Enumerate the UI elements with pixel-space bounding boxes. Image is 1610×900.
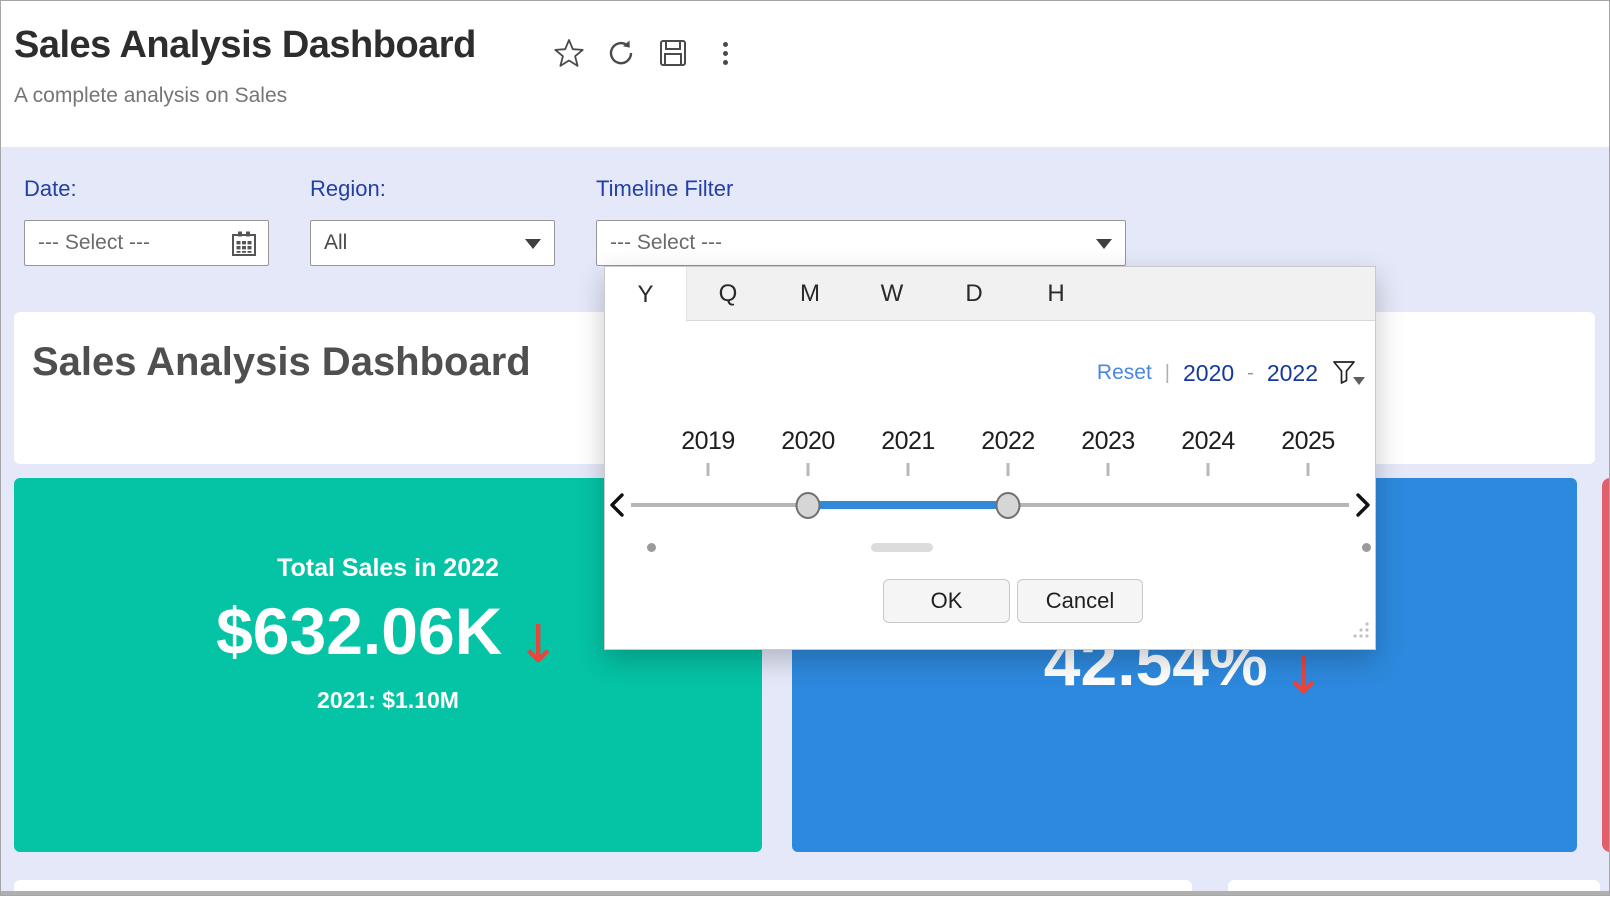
timeline-selected-range-bar[interactable]: [808, 501, 1008, 509]
window-bottom-edge: [0, 891, 1610, 896]
calendar-icon: [229, 229, 259, 264]
axis-tick: [1206, 463, 1210, 476]
year-label: 2022: [981, 427, 1035, 455]
timeline-filter-label: Timeline Filter: [596, 176, 734, 201]
timeline-filter-select[interactable]: --- Select ---: [596, 220, 1126, 266]
cancel-button[interactable]: Cancel: [1017, 579, 1143, 623]
slider-prev-chevron-icon[interactable]: [607, 491, 629, 519]
kpi-title: Total Sales in 2022: [277, 554, 499, 582]
divider: |: [1164, 361, 1170, 384]
tab-month[interactable]: M: [800, 280, 820, 307]
kpi-card-partial-right: [1602, 478, 1610, 852]
region-filter-label: Region:: [310, 176, 386, 201]
year-label: 2023: [1081, 427, 1135, 455]
app-header: Sales Analysis Dashboard A complete anal…: [0, 0, 1610, 147]
granularity-tab-strip: Y Q M W D H: [605, 267, 1375, 322]
mini-scrollbar-thumb[interactable]: [871, 543, 933, 552]
date-filter-label: Date:: [24, 176, 77, 201]
year-label: 2020: [781, 427, 835, 455]
tab-week[interactable]: W: [880, 280, 904, 307]
year-label: 2021: [881, 427, 935, 455]
filter-funnel-icon[interactable]: [1331, 359, 1365, 387]
range-separator: -: [1247, 361, 1254, 384]
date-filter-input[interactable]: --- Select ---: [24, 220, 269, 266]
chevron-down-icon: [1096, 239, 1112, 249]
slider-next-chevron-icon[interactable]: [1351, 491, 1373, 519]
favorite-star-icon[interactable]: [552, 36, 586, 70]
date-filter-value: --- Select ---: [38, 231, 150, 254]
resize-grip[interactable]: [1345, 614, 1371, 645]
bottom-card-right: [1228, 880, 1600, 900]
tab-hour[interactable]: H: [1047, 280, 1065, 307]
axis-tick: [906, 463, 910, 476]
kpi-comparison: 2021: $1.10M: [317, 687, 459, 713]
range-limit-dot-left: [647, 543, 656, 552]
more-options-icon[interactable]: [708, 36, 742, 70]
region-filter-select[interactable]: All: [310, 220, 555, 266]
reset-link[interactable]: Reset: [1096, 361, 1152, 384]
page-subtitle: A complete analysis on Sales: [14, 84, 288, 107]
region-filter-value: All: [324, 231, 348, 254]
year-label: 2024: [1181, 427, 1235, 455]
axis-tick: [806, 463, 810, 476]
range-end-handle[interactable]: [995, 492, 1021, 519]
axis-tick: [706, 463, 710, 476]
tab-quarter[interactable]: Q: [718, 280, 738, 307]
range-start-year[interactable]: 2020: [1182, 359, 1235, 386]
range-summary-row: Reset | 2020 - 2022: [1097, 358, 1365, 388]
chevron-down-icon: [525, 239, 541, 249]
timeline-filter-value: --- Select ---: [610, 231, 722, 254]
kpi-value: $632.06K: [216, 594, 503, 668]
range-start-handle[interactable]: [795, 492, 821, 519]
save-icon[interactable]: [656, 36, 690, 70]
year-label: 2019: [681, 427, 735, 455]
bottom-card-left: [14, 880, 1192, 900]
kebab-dots: [722, 41, 728, 65]
axis-tick: [1006, 463, 1010, 476]
section-title: Sales Analysis Dashboard: [32, 340, 531, 384]
trend-down-arrow-icon: ↓: [1281, 646, 1326, 706]
range-end-year[interactable]: 2022: [1266, 359, 1318, 386]
trend-down-arrow-icon: ↓: [516, 615, 560, 675]
ok-button[interactable]: OK: [883, 579, 1010, 623]
chevron-down-icon: [1353, 377, 1365, 385]
kpi-card-total-sales: Total Sales in 2022 $632.06K ↓ 2021: $1.…: [14, 478, 762, 852]
tab-day[interactable]: D: [965, 280, 983, 307]
page-title: Sales Analysis Dashboard: [14, 24, 476, 66]
year-label: 2025: [1281, 427, 1335, 455]
refresh-icon[interactable]: [604, 36, 638, 70]
tab-year[interactable]: Y: [605, 267, 687, 322]
axis-tick: [1106, 463, 1110, 476]
range-limit-dot-right: [1362, 543, 1371, 552]
dashboard-canvas: Date: --- Select --- Region: All Timelin…: [0, 147, 1610, 900]
timeline-filter-popup: Y Q M W D H Reset | 2020 - 2022 2019 202…: [604, 266, 1376, 650]
axis-tick: [1306, 463, 1310, 476]
